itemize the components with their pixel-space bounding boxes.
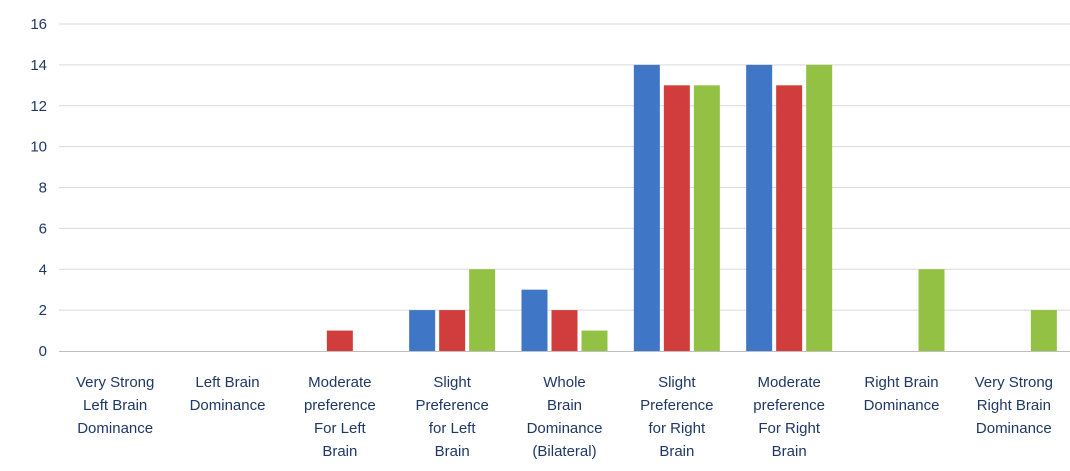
bar-series-2-category-6 <box>663 85 690 351</box>
x-category-label-line: Right Brain <box>864 374 938 391</box>
bar-series-2-category-7 <box>776 85 803 351</box>
y-tick-label: 10 <box>30 139 47 156</box>
x-category-label-line: Left Brain <box>83 397 147 414</box>
bar-series-3-category-4 <box>469 269 496 351</box>
y-tick-label: 16 <box>30 16 47 33</box>
x-category-label: Right Brain Dominance <box>864 374 940 414</box>
x-category-label-line: Dominance <box>976 420 1052 437</box>
x-category-label-line: Dominance <box>527 420 603 437</box>
bar-series-3-category-5 <box>581 330 608 351</box>
bar-series-1-category-7 <box>746 64 773 351</box>
x-category-label-line: Dominance <box>190 397 266 414</box>
bar-series-3-category-7 <box>806 64 833 351</box>
x-category-label: Very Strong Left Brain Dominance <box>76 374 154 437</box>
x-category-label-line: Brain <box>322 443 357 460</box>
bar-series-3-category-8 <box>918 269 945 351</box>
bar-series-3-category-9 <box>1030 310 1057 351</box>
gridlines <box>59 23 1070 311</box>
x-category-label-line: Brain <box>435 443 470 460</box>
x-category-label-line: (Bilateral) <box>532 443 596 460</box>
x-category-label-line: Slight <box>658 374 696 391</box>
x-category-label-line: Left Brain <box>195 374 259 391</box>
y-tick-label: 8 <box>39 180 47 197</box>
y-axis-tick-labels: 0 2 4 6 8 10 12 14 16 <box>30 16 47 360</box>
x-category-label-line: Preference <box>415 397 488 414</box>
x-category-label: Left Brain Dominance <box>190 374 266 414</box>
y-tick-label: 4 <box>39 261 47 278</box>
bar-series-1-category-4 <box>409 310 436 351</box>
bar-series-1-category-6 <box>633 64 660 351</box>
y-tick-label: 14 <box>30 57 47 74</box>
x-category-label-line: Brain <box>772 443 807 460</box>
x-category-label-line: Brain <box>659 443 694 460</box>
x-category-label: Moderate preference For Left Brain <box>304 374 376 460</box>
y-tick-label: 0 <box>39 343 47 360</box>
x-category-label-line: Slight <box>433 374 471 391</box>
x-category-label: Very Strong Right Brain Dominance <box>975 374 1053 437</box>
x-category-label-line: Dominance <box>77 420 153 437</box>
bar-series-2-category-5 <box>551 310 578 351</box>
bar-series-2-category-3 <box>326 330 353 351</box>
x-category-label: Slight Preference for Left Brain <box>415 374 488 460</box>
y-tick-label: 6 <box>39 220 47 237</box>
bars <box>326 64 1057 351</box>
x-category-label: Slight Preference for Right Brain <box>640 374 713 460</box>
x-category-label-line: Right Brain <box>977 397 1051 414</box>
x-category-label-line: Moderate <box>308 374 371 391</box>
bar-series-3-category-6 <box>693 85 720 351</box>
x-category-label-line: Whole <box>543 374 586 391</box>
x-category-label-line: preference <box>753 397 825 414</box>
x-category-label: Moderate preference For Right Brain <box>753 374 825 460</box>
x-category-label: Whole Brain Dominance (Bilateral) <box>527 374 603 460</box>
x-category-label-line: Very Strong <box>975 374 1053 391</box>
x-category-label-line: Preference <box>640 397 713 414</box>
x-category-label-line: Brain <box>547 397 582 414</box>
x-category-label-line: Moderate <box>757 374 820 391</box>
x-category-label-line: for Right <box>648 420 706 437</box>
y-tick-label: 12 <box>30 98 47 115</box>
bar-series-2-category-4 <box>439 310 466 351</box>
bar-series-1-category-5 <box>521 289 548 351</box>
x-category-label-line: preference <box>304 397 376 414</box>
x-category-label-line: Dominance <box>864 397 940 414</box>
x-category-label-line: For Left <box>314 420 367 437</box>
x-category-label-line: For Right <box>758 420 821 437</box>
x-category-label-line: Very Strong <box>76 374 154 391</box>
x-category-label-line: for Left <box>429 420 477 437</box>
y-tick-label: 2 <box>39 302 47 319</box>
